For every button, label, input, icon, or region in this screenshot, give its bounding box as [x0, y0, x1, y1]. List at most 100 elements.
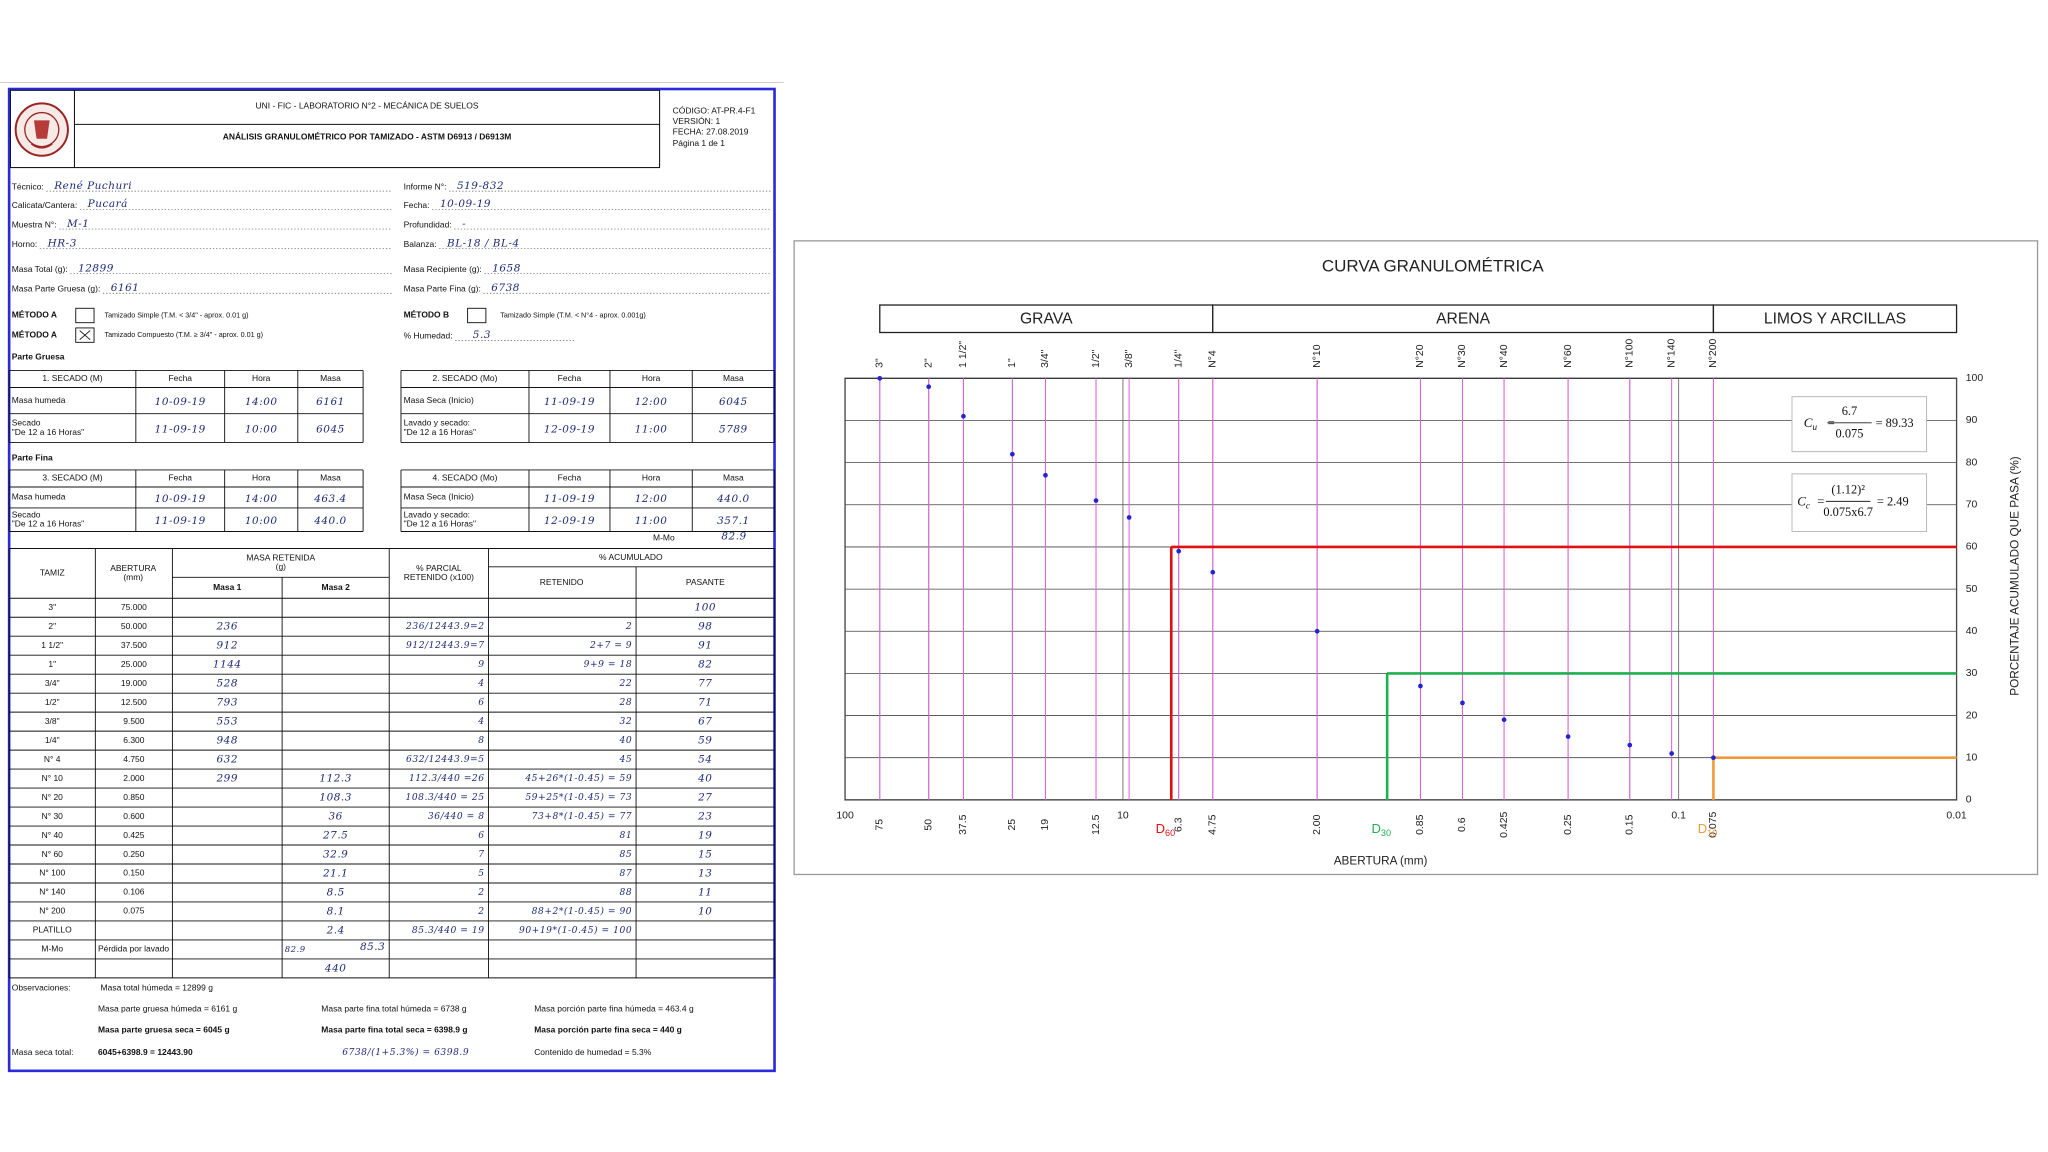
formula-denominator: 0.075	[1836, 426, 1864, 440]
data-point	[1565, 734, 1571, 739]
sieve-cell: 2+7 = 9	[589, 641, 632, 651]
field-value: HR-3	[47, 237, 77, 249]
sieve-cell: 82	[698, 659, 712, 671]
difference-value: 82.9	[721, 531, 746, 543]
marker-symbol: D	[1698, 821, 1707, 836]
sieve-cell: 112.3	[319, 773, 352, 785]
sieve-cell: 3/4"	[45, 678, 60, 688]
sieve-cell: 27	[697, 792, 712, 804]
table-header: Masa 2	[322, 582, 351, 592]
x-tick-label: 19	[1040, 819, 1051, 831]
method-text: Tamizado Compuesto (T.M. ≥ 3/4" - aprox.…	[104, 330, 263, 339]
sieve-cell: 6.300	[123, 735, 144, 745]
form-date: FECHA: 27.08.2019	[673, 126, 749, 136]
sieve-cell: 67	[698, 716, 712, 728]
field-label: Calicata/Cantera:	[12, 200, 77, 210]
sieve-label: N°60	[1563, 344, 1574, 368]
sieve-cell: 91	[698, 640, 712, 652]
sieve-cell: 2.000	[123, 773, 144, 783]
sieve-label: N°100	[1625, 338, 1636, 367]
table-cell: 11:00	[635, 423, 668, 435]
field-value: BL-18 / BL-4	[446, 237, 520, 249]
y-tick-label: 0	[1966, 795, 1972, 806]
sieve-cell: 85.3	[360, 941, 385, 953]
sieve-label: N°40	[1499, 344, 1510, 368]
table-header: RETENIDO (x100)	[404, 572, 474, 582]
data-point	[1711, 755, 1716, 761]
sieve-cell: 793	[217, 697, 239, 709]
x-tick-label: 0.25	[1563, 814, 1574, 835]
sieve-cell: Pérdida por lavado	[98, 944, 169, 954]
table-cell: 5789	[719, 423, 748, 435]
table-cell: 10-09-19	[155, 493, 206, 505]
formula-numerator: (1.12)²	[1831, 483, 1865, 497]
sieve-cell: 0.075	[123, 906, 144, 916]
sieve-cell: 1144	[213, 659, 242, 671]
sieve-cell: N° 20	[42, 792, 64, 802]
field-label: Fecha:	[404, 200, 430, 210]
table-header: Hora	[252, 473, 271, 483]
sieve-label: 3"	[875, 358, 886, 368]
field-value: Pucará	[87, 198, 128, 210]
y-tick-label: 90	[1966, 415, 1978, 426]
sieve-cell: 71	[698, 697, 712, 709]
x-tick-label: 2.00	[1312, 814, 1323, 835]
sieve-label: 1"	[1007, 358, 1018, 368]
sieve-cell: 2"	[48, 621, 56, 631]
sieve-cell: 36	[329, 811, 343, 823]
y-tick-label: 70	[1966, 500, 1978, 511]
formula-symbol-text: C	[1804, 415, 1813, 430]
sieve-cell: 0.106	[123, 887, 144, 897]
table-header: Masa 1	[213, 582, 242, 592]
sieve-cell: 13	[698, 867, 712, 879]
sieve-cell: N° 140	[39, 887, 65, 897]
field-value: 519-832	[457, 180, 504, 192]
field-value: 5.3	[473, 329, 491, 341]
formula-result: = 89.33	[1876, 416, 1914, 430]
field-value: 6161	[111, 282, 140, 294]
observation: Masa seca total:	[12, 1047, 74, 1057]
y-tick-label: 30	[1966, 668, 1978, 679]
y-tick-label: 10	[1966, 752, 1978, 763]
sieve-cell: 85	[619, 850, 632, 860]
data-point	[1126, 515, 1132, 520]
row-label: Masa humeda	[12, 492, 66, 502]
row-label: Masa Seca (Inicio)	[404, 492, 474, 502]
section-title: Parte Fina	[12, 452, 53, 462]
sieve-cell: 0.850	[123, 792, 144, 802]
sieve-cell: 88+2*(1-0.45) = 90	[532, 906, 632, 917]
y-tick-label: 50	[1966, 584, 1978, 595]
table-cell: 440.0	[716, 493, 750, 505]
field-label: Técnico:	[12, 181, 44, 191]
form-version: VERSIÓN: 1	[673, 116, 721, 126]
sieve-cell: 37.500	[121, 640, 147, 650]
sieve-cell: N° 60	[42, 849, 64, 859]
table-header: Fecha	[168, 473, 192, 483]
sieve-cell: 2	[625, 622, 632, 632]
sieve-cell: 112.3/440 =26	[409, 774, 485, 784]
table-cell: 12-09-19	[544, 423, 595, 435]
formula-symbol: Cu	[1804, 415, 1818, 432]
sieve-cell: 21.1	[322, 867, 348, 879]
field-label: Profundidad:	[404, 219, 452, 229]
table-cell: 6045	[316, 423, 345, 435]
marker-label: D30	[1371, 821, 1391, 838]
sieve-cell: 9+9 = 18	[584, 660, 633, 670]
sieve-cell: 23	[697, 811, 712, 823]
x-tick-label: 37.5	[958, 814, 969, 835]
marker-symbol: D	[1156, 821, 1165, 836]
sieve-cell: 0.250	[123, 849, 144, 859]
zone-label: LIMOS Y ARCILLAS	[1764, 311, 1906, 328]
sieve-cell: N° 100	[39, 868, 65, 878]
sieve-cell: 22	[618, 679, 632, 689]
sieve-cell: M-Mo	[41, 944, 63, 954]
field-label: Informe N°:	[404, 181, 447, 191]
table-header: ABERTURA	[110, 563, 156, 573]
x-tick-label: 75	[875, 819, 886, 831]
sieve-cell: 632/12443.9=5	[406, 755, 485, 765]
y-tick-label: 20	[1966, 710, 1978, 721]
checkbox-mark	[79, 330, 91, 341]
y-axis-title: PORCENTAJE ACUMULADO QUE PASA (%)	[2008, 456, 2021, 696]
field-value: M-1	[66, 218, 89, 230]
table-cell: 10:00	[245, 423, 278, 435]
